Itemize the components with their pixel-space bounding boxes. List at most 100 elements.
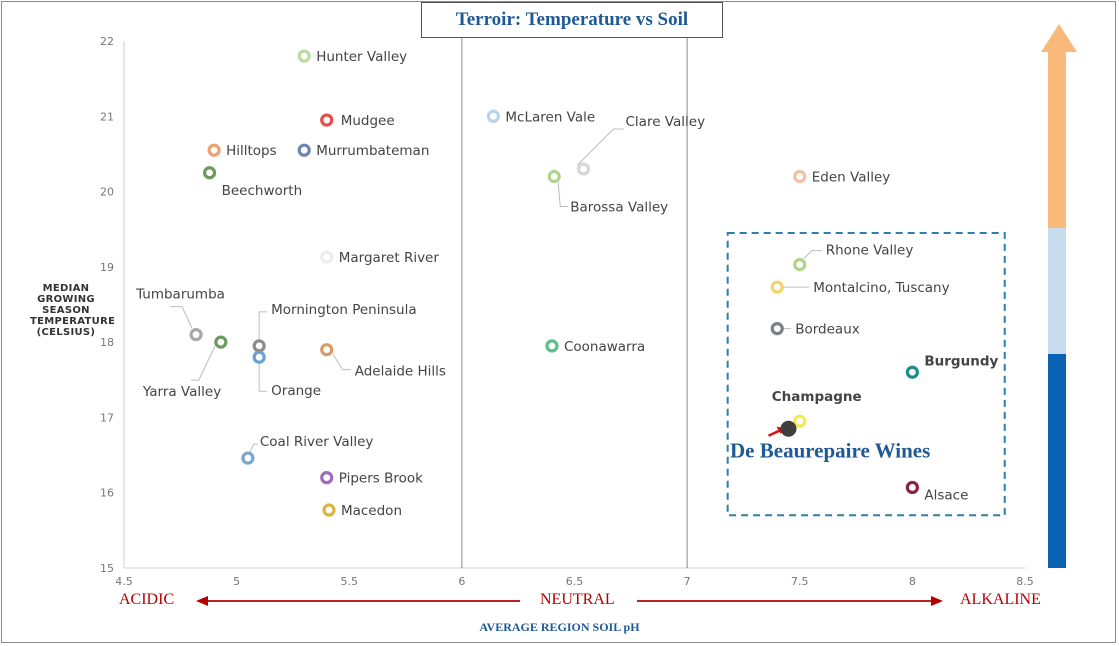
x-tick-label: 5 (233, 575, 240, 588)
data-point (252, 339, 266, 353)
x-tick-label: 5.5 (341, 575, 359, 588)
chart-title: Terroir: Temperature vs Soil (421, 2, 723, 38)
highlight-label: De Beaurepaire Wines (730, 439, 930, 463)
gradient-segment-warm (1048, 52, 1066, 228)
data-point (770, 280, 784, 294)
y-tick-label: 16 (100, 487, 114, 500)
point-label: Bordeaux (795, 322, 860, 338)
x-tick-label: 6 (458, 575, 465, 588)
callout-line (803, 250, 822, 259)
point-label: Champagne (772, 389, 862, 405)
callout-line (577, 128, 624, 166)
point-label: Coal River Valley (260, 434, 374, 450)
callout-line (190, 345, 216, 381)
data-point (207, 143, 221, 157)
point-label: Pipers Brook (339, 471, 423, 487)
data-point (793, 257, 807, 272)
y-label-line: TEMPERATURE (30, 316, 116, 327)
y-tick-label: 19 (100, 261, 114, 274)
data-point (241, 451, 255, 465)
axes: 4.5 5 5.5 6 6.5 7 7.5 8 8.5 15 16 17 18 19 20 21 22 (100, 6, 1034, 588)
y-axis-label: MEDIAN GROWING SEASON TEMPERATURE (CELSI… (30, 283, 116, 338)
point-label: McLaren Vale (505, 109, 595, 125)
ph-arrows (196, 596, 943, 606)
data-point (297, 49, 311, 63)
y-tick-label: 20 (100, 186, 114, 199)
alkaline-label: ALKALINE (960, 591, 1041, 608)
y-label-line: GROWING (37, 294, 95, 305)
neutral-label: NEUTRAL (540, 591, 615, 608)
y-tick-label: 18 (100, 336, 114, 349)
x-tick-label: 8 (909, 575, 916, 588)
point-label: Burgundy (924, 353, 998, 369)
data-point (547, 169, 561, 184)
highlight-point (780, 420, 797, 437)
data-point (545, 339, 559, 353)
right-arrowhead (931, 596, 943, 606)
callout-line (249, 443, 258, 453)
y-tick-label: 17 (100, 411, 114, 424)
data-points (189, 49, 919, 517)
data-point (320, 471, 334, 485)
point-label: Montalcino, Tuscany (813, 280, 949, 296)
data-point (202, 166, 217, 180)
point-label: Clare Valley (626, 114, 706, 130)
data-point (793, 414, 807, 428)
callout-line (170, 306, 193, 329)
point-label: Hunter Valley (316, 49, 407, 65)
point-label: Eden Valley (812, 170, 891, 186)
point-labels: Hunter Valley Mudgee Hilltops Murrumbateman… (135, 49, 998, 519)
x-tick-label: 7.5 (791, 575, 809, 588)
y-label-line: MEDIAN (42, 283, 90, 294)
highlight-box (726, 231, 1006, 517)
callout-line (258, 363, 268, 392)
point-label: Tumbarumba (135, 287, 225, 303)
callout-lines (170, 128, 822, 453)
y-tick-label: 21 (100, 110, 114, 123)
y-tick-label: 15 (100, 562, 114, 575)
up-arrow-head (1041, 24, 1077, 62)
data-point (322, 503, 336, 517)
data-point (297, 143, 311, 157)
y-label-line: SEASON (42, 305, 90, 316)
point-label: Hilltops (226, 143, 277, 159)
point-label: Mornington Peninsula (271, 302, 417, 318)
data-point (770, 321, 784, 336)
gradient-segment-cool (1048, 354, 1066, 568)
data-point (320, 343, 334, 357)
x-tick-label: 4.5 (115, 575, 133, 588)
point-label: Alsace (924, 487, 968, 503)
callout-line (258, 311, 268, 340)
point-label: Adelaide Hills (355, 364, 446, 380)
point-label: Murrumbateman (316, 143, 429, 159)
point-label: Macedon (341, 503, 402, 519)
gradient-segment-mid (1048, 228, 1066, 354)
point-label: Mudgee (341, 113, 395, 129)
point-label: Orange (271, 383, 321, 399)
x-tick-label: 8.5 (1016, 575, 1034, 588)
callout-line (332, 353, 351, 371)
acidic-label: ACIDIC (119, 591, 175, 608)
point-label: Margaret River (339, 250, 440, 266)
callout-line (557, 182, 569, 208)
data-point (252, 350, 266, 364)
y-label-line: (CELSIUS) (36, 327, 96, 338)
point-label: Beechworth (222, 183, 303, 199)
data-point (320, 113, 334, 127)
data-point (576, 162, 591, 176)
point-label: Rhone Valley (826, 243, 914, 259)
point-label: Barossa Valley (570, 200, 668, 216)
x-axis-label: AVERAGE REGION SOIL pH (479, 620, 640, 634)
left-arrowhead (196, 596, 208, 606)
data-point (486, 109, 501, 123)
x-tick-label: 6.5 (566, 575, 584, 588)
temperature-gradient-bar (1041, 24, 1077, 568)
point-label: Yarra Valley (142, 384, 221, 400)
data-point (214, 335, 228, 349)
highlight-region (726, 231, 1006, 517)
point-label: Coonawarra (564, 339, 645, 355)
data-point (189, 328, 203, 342)
data-point (905, 365, 919, 379)
